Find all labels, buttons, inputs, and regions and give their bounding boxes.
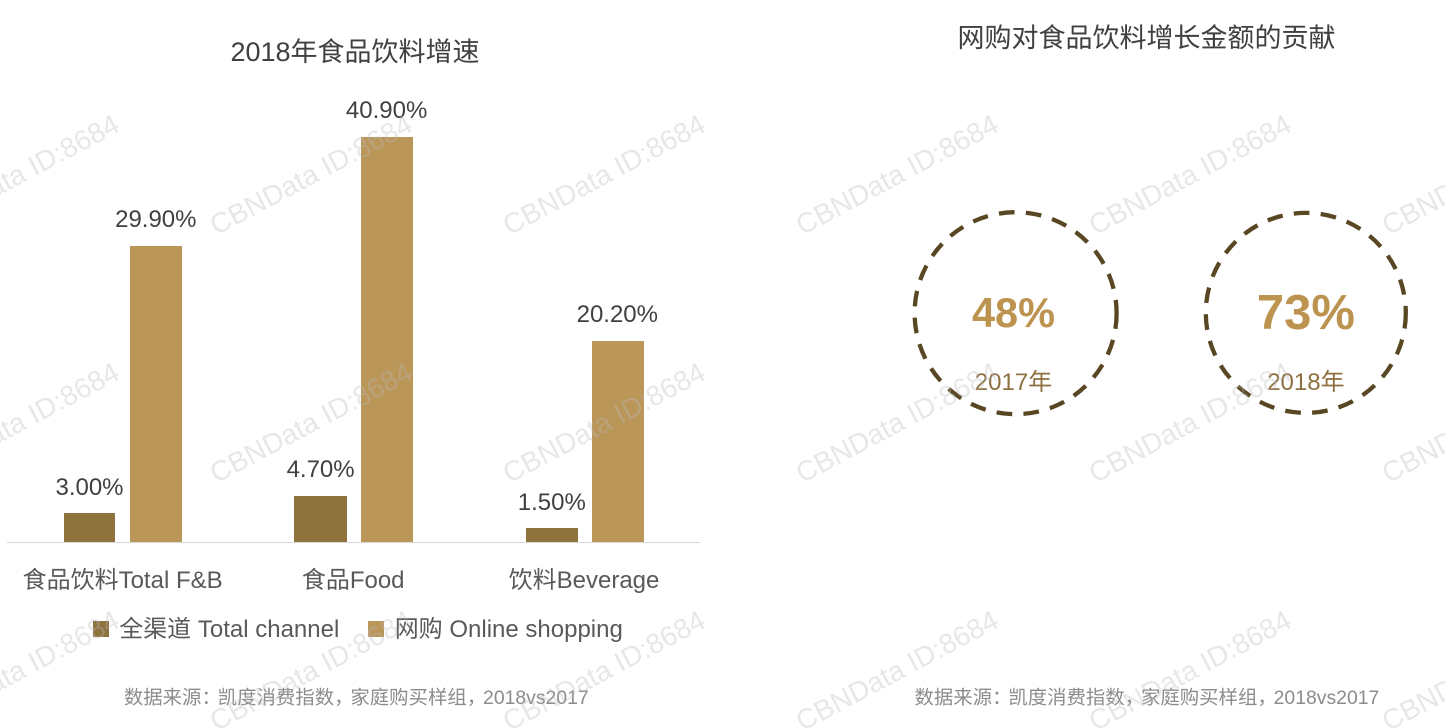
svg-text:CBNData ID:8684: CBNData ID:8684: [1084, 108, 1296, 241]
svg-text:CBNData ID:8684: CBNData ID:8684: [1377, 604, 1445, 728]
svg-text:CBNData ID:8684: CBNData ID:8684: [1377, 108, 1445, 241]
svg-text:CBNData ID:8684: CBNData ID:8684: [0, 604, 124, 728]
svg-text:CBNData ID:8684: CBNData ID:8684: [791, 604, 1003, 728]
svg-text:CBNData ID:8684: CBNData ID:8684: [205, 604, 417, 728]
svg-text:CBNData ID:8684: CBNData ID:8684: [1084, 356, 1296, 489]
svg-text:CBNData ID:8684: CBNData ID:8684: [791, 108, 1003, 241]
svg-text:CBNData ID:8684: CBNData ID:8684: [0, 108, 124, 241]
svg-text:CBNData ID:8684: CBNData ID:8684: [1377, 356, 1445, 489]
svg-text:CBNData ID:8684: CBNData ID:8684: [498, 604, 710, 728]
svg-text:CBNData ID:8684: CBNData ID:8684: [205, 356, 417, 489]
svg-text:CBNData ID:8684: CBNData ID:8684: [498, 356, 710, 489]
svg-text:CBNData ID:8684: CBNData ID:8684: [205, 108, 417, 241]
svg-text:CBNData ID:8684: CBNData ID:8684: [0, 356, 124, 489]
svg-text:CBNData ID:8684: CBNData ID:8684: [498, 108, 710, 241]
svg-text:CBNData ID:8684: CBNData ID:8684: [1084, 604, 1296, 728]
svg-text:CBNData ID:8684: CBNData ID:8684: [791, 356, 1003, 489]
